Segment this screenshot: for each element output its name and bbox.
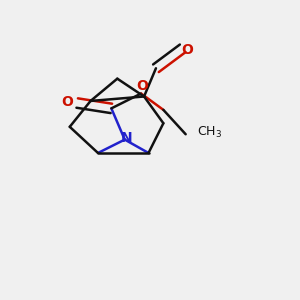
Text: O: O	[181, 43, 193, 57]
Text: CH$_3$: CH$_3$	[197, 124, 222, 140]
Text: O: O	[136, 79, 148, 93]
Text: O: O	[62, 95, 74, 109]
Text: N: N	[120, 131, 132, 145]
